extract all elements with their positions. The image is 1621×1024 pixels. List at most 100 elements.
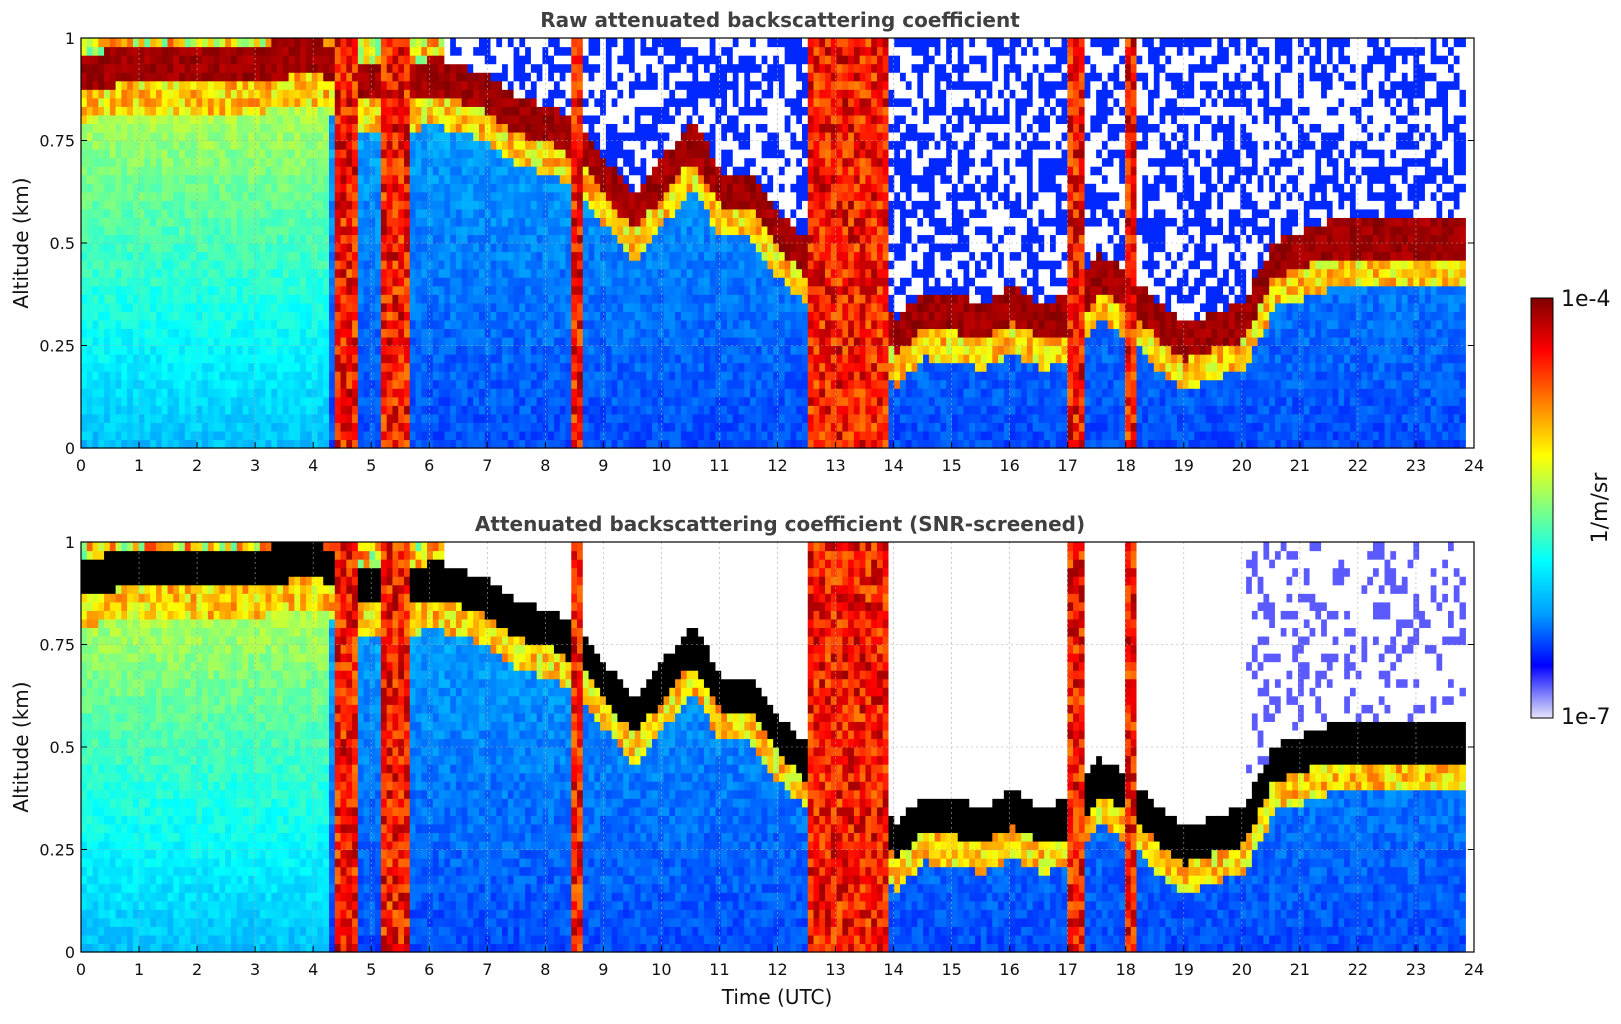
heatmap-cell bbox=[179, 47, 185, 56]
heatmap-cell bbox=[623, 38, 629, 47]
heatmap-cell bbox=[548, 405, 554, 414]
heatmap-cell bbox=[248, 209, 254, 218]
heatmap-cell bbox=[156, 286, 162, 295]
heatmap-cell bbox=[156, 123, 162, 132]
heatmap-cell bbox=[433, 72, 439, 81]
heatmap-cell bbox=[116, 106, 122, 115]
heatmap-cell bbox=[329, 371, 335, 380]
heatmap-cell bbox=[560, 106, 566, 115]
heatmap-cell bbox=[341, 209, 347, 218]
heatmap-cell bbox=[243, 217, 249, 226]
heatmap-cell bbox=[629, 286, 635, 295]
heatmap-cell bbox=[110, 337, 116, 346]
heatmap-cell bbox=[571, 98, 577, 107]
heatmap-cell bbox=[450, 158, 456, 167]
heatmap-cell bbox=[271, 115, 277, 124]
heatmap-cell bbox=[208, 354, 214, 363]
heatmap-cell bbox=[358, 123, 364, 132]
heatmap-cell bbox=[300, 346, 306, 355]
heatmap-cell bbox=[514, 106, 520, 115]
heatmap-cell bbox=[404, 132, 410, 141]
heatmap-cell bbox=[594, 81, 600, 90]
heatmap-cell bbox=[594, 106, 600, 115]
heatmap-cell bbox=[462, 234, 468, 243]
heatmap-cell bbox=[554, 363, 560, 372]
heatmap-cell bbox=[387, 106, 393, 115]
heatmap-cell bbox=[548, 337, 554, 346]
heatmap-cell bbox=[514, 380, 520, 389]
heatmap-cell bbox=[548, 47, 554, 56]
heatmap-cell bbox=[439, 363, 445, 372]
heatmap-cell bbox=[640, 252, 646, 261]
heatmap-cell bbox=[248, 320, 254, 329]
heatmap-cell bbox=[410, 226, 416, 235]
heatmap-cell bbox=[583, 363, 589, 372]
heatmap-cell bbox=[560, 89, 566, 98]
heatmap-cell bbox=[514, 431, 520, 440]
heatmap-cell bbox=[617, 320, 623, 329]
heatmap-cell bbox=[150, 320, 156, 329]
heatmap-cell bbox=[421, 209, 427, 218]
heatmap-cell bbox=[139, 98, 145, 107]
heatmap-cell bbox=[306, 89, 312, 98]
heatmap-cell bbox=[571, 397, 577, 406]
heatmap-cell bbox=[398, 200, 404, 209]
heatmap-cell bbox=[121, 431, 127, 440]
heatmap-cell bbox=[369, 81, 375, 90]
heatmap-cell bbox=[266, 141, 272, 150]
heatmap-cell bbox=[537, 363, 543, 372]
heatmap-cell bbox=[277, 115, 283, 124]
heatmap-cell bbox=[87, 47, 93, 56]
heatmap-cell bbox=[317, 183, 323, 192]
heatmap-cell bbox=[404, 320, 410, 329]
heatmap-cell bbox=[179, 158, 185, 167]
heatmap-cell bbox=[93, 371, 99, 380]
heatmap-cell bbox=[260, 371, 266, 380]
heatmap-cell bbox=[652, 243, 658, 252]
heatmap-cell bbox=[502, 192, 508, 201]
heatmap-cell bbox=[491, 141, 497, 150]
heatmap-cell bbox=[554, 38, 560, 47]
heatmap-cell bbox=[116, 303, 122, 312]
heatmap-cell bbox=[208, 81, 214, 90]
heatmap-cell bbox=[485, 363, 491, 372]
heatmap-cell bbox=[156, 234, 162, 243]
heatmap-cell bbox=[491, 414, 497, 423]
heatmap-cell bbox=[191, 132, 197, 141]
heatmap-cell bbox=[173, 311, 179, 320]
heatmap-cell bbox=[606, 286, 612, 295]
heatmap-cell bbox=[369, 141, 375, 150]
heatmap-cell bbox=[606, 132, 612, 141]
heatmap-cell bbox=[381, 388, 387, 397]
heatmap-cell bbox=[208, 209, 214, 218]
heatmap-cell bbox=[260, 277, 266, 286]
heatmap-cell bbox=[231, 405, 237, 414]
heatmap-cell bbox=[427, 64, 433, 73]
heatmap-cell bbox=[214, 123, 220, 132]
heatmap-cell bbox=[404, 166, 410, 175]
heatmap-cell bbox=[421, 277, 427, 286]
heatmap-cell bbox=[173, 328, 179, 337]
heatmap-cell bbox=[646, 209, 652, 218]
heatmap-cell bbox=[202, 47, 208, 56]
heatmap-cell bbox=[243, 311, 249, 320]
heatmap-cell bbox=[156, 354, 162, 363]
heatmap-cell bbox=[514, 363, 520, 372]
heatmap-cell bbox=[416, 226, 422, 235]
heatmap-cell bbox=[439, 166, 445, 175]
heatmap-cell bbox=[537, 414, 543, 423]
heatmap-cell bbox=[219, 260, 225, 269]
heatmap-cell bbox=[110, 320, 116, 329]
heatmap-cell bbox=[502, 380, 508, 389]
heatmap-cell bbox=[335, 149, 341, 158]
heatmap-cell bbox=[658, 405, 664, 414]
heatmap-cell bbox=[635, 209, 641, 218]
heatmap-cell bbox=[294, 388, 300, 397]
heatmap-cell bbox=[398, 141, 404, 150]
heatmap-cell bbox=[387, 260, 393, 269]
heatmap-cell bbox=[566, 337, 572, 346]
heatmap-cell bbox=[519, 363, 525, 372]
heatmap-cell bbox=[271, 243, 277, 252]
heatmap-cell bbox=[508, 200, 514, 209]
heatmap-cell bbox=[462, 320, 468, 329]
